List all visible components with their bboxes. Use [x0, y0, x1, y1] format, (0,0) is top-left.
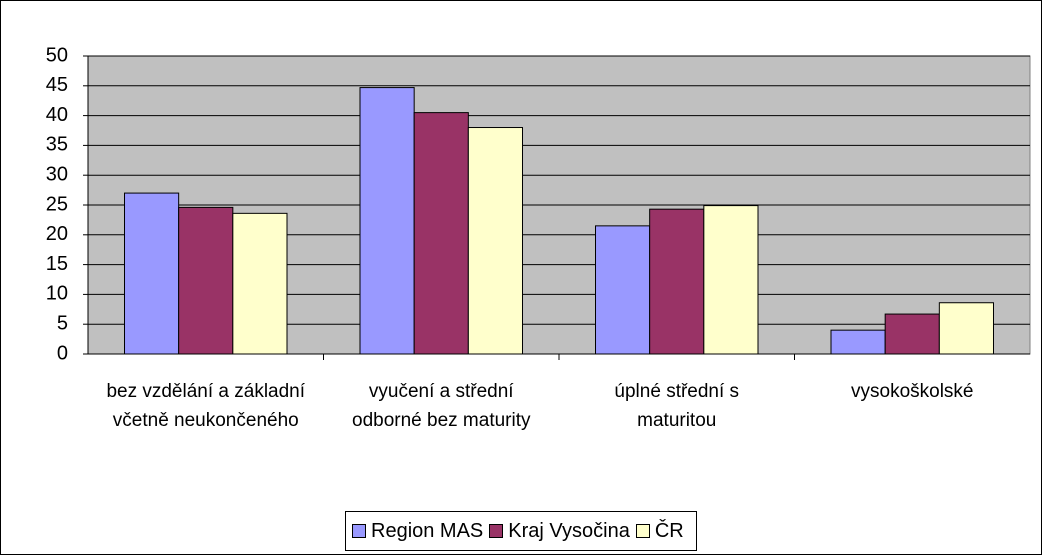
- bar: [413, 112, 469, 355]
- bar: [232, 212, 288, 355]
- x-tick-label: vyučení a střední odborné bez maturity: [352, 381, 531, 431]
- y-tick-label: 45: [46, 74, 68, 96]
- bar: [178, 206, 234, 355]
- legend-label: Region MAS: [371, 519, 484, 542]
- legend-item: Kraj Vysočina: [489, 520, 630, 543]
- y-tick-label: 10: [46, 283, 68, 305]
- bar: [830, 329, 886, 355]
- y-tick-label: 50: [46, 44, 68, 66]
- bar: [649, 208, 705, 355]
- bar: [884, 313, 940, 355]
- legend-label: ČR: [654, 519, 684, 542]
- x-tick-label: vysokoškolské: [851, 381, 974, 402]
- bar: [467, 127, 523, 355]
- y-tick-label: 5: [57, 312, 68, 334]
- x-tick-label: úplné střední s maturitou: [614, 381, 740, 431]
- legend-item: Region MAS: [352, 520, 483, 543]
- y-tick-label: 30: [46, 163, 68, 185]
- y-tick-label: 15: [46, 253, 68, 275]
- bar: [703, 205, 759, 355]
- legend-item: ČR: [635, 519, 684, 543]
- bar: [938, 302, 994, 355]
- y-tick-label: 40: [46, 104, 68, 126]
- y-tick-label: 20: [46, 223, 68, 245]
- x-tick-label: bez vzdělání a základní včetně neukončen…: [106, 381, 306, 431]
- y-tick-label: 25: [46, 193, 68, 215]
- bar: [595, 225, 651, 355]
- legend-swatch: [489, 524, 504, 538]
- y-tick-label: 35: [46, 134, 68, 156]
- legend: Region MAS Kraj Vysočina ČR: [345, 511, 697, 551]
- legend-label: Kraj Vysočina: [508, 519, 630, 542]
- bar: [124, 192, 180, 355]
- bar: [359, 87, 415, 355]
- legend-swatch: [635, 524, 650, 538]
- legend-swatch: [352, 524, 366, 538]
- y-tick-label: 0: [57, 342, 68, 364]
